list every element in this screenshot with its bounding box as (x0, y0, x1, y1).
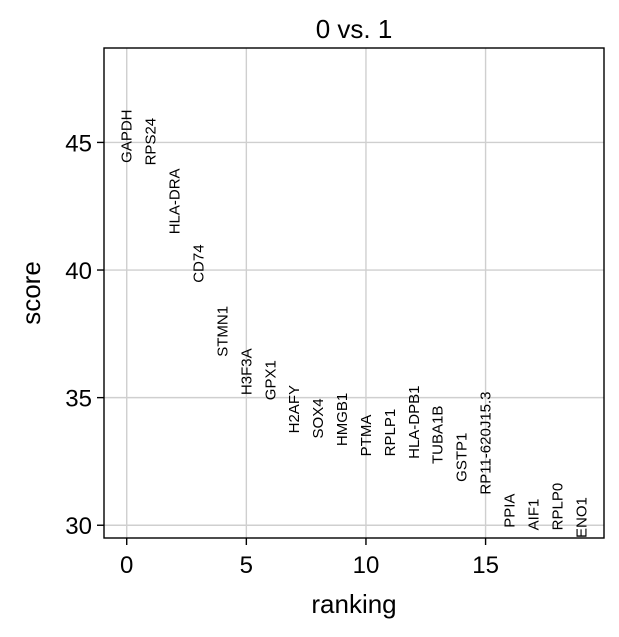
gene-label-ptma: PTMA (358, 415, 375, 457)
gene-label-gstp1: GSTP1 (454, 433, 471, 482)
x-tick-label: 10 (353, 552, 380, 579)
gene-label-hla-dpb1: HLA-DPB1 (406, 386, 423, 459)
gene-label-aif1: AIF1 (525, 499, 542, 531)
gene-label-ppia: PPIA (502, 494, 519, 528)
y-tick-label: 30 (65, 513, 92, 540)
gene-label-rplp0: RPLP0 (549, 483, 566, 531)
chart-title: 0 vs. 1 (316, 14, 393, 44)
gene-label-sox4: SOX4 (310, 398, 327, 438)
gene-label-cd74: CD74 (190, 244, 207, 282)
y-tick-label: 45 (65, 130, 92, 157)
gene-label-hla-dra: HLA-DRA (167, 168, 184, 234)
grid-layer (104, 48, 604, 538)
y-tick-label: 40 (65, 258, 92, 285)
gene-label-h3f3a: H3F3A (238, 348, 255, 395)
gene-label-layer: GAPDH RPS24 HLA-DRA CD74 STMN1 H3F3A GPX1 H2AFY… (119, 110, 591, 539)
gene-label-tuba1b: TUBA1B (430, 406, 447, 464)
x-tick-label: 0 (120, 552, 133, 579)
gene-label-stmn1: STMN1 (214, 306, 231, 357)
x-tick-label: 15 (472, 552, 499, 579)
gene-label-rps24: RPS24 (143, 118, 160, 166)
y-tick-label: 35 (65, 386, 92, 413)
x-axis-label: ranking (311, 589, 396, 619)
x-tick-label: 5 (240, 552, 253, 579)
gene-label-hmgb1: HMGB1 (334, 393, 351, 446)
gene-label-h2afy: H2AFY (286, 385, 303, 433)
y-axis-label: score (16, 261, 46, 325)
gene-label-rp11-620j15-3: RP11-620J15.3 (478, 391, 495, 494)
gene-label-eno1: ENO1 (573, 497, 590, 538)
gene-label-rplp1: RPLP1 (382, 409, 399, 457)
tick-layer: 0 5 10 15 30 35 40 45 (65, 130, 499, 579)
plot-frame (104, 48, 604, 538)
gene-label-gapdh: GAPDH (119, 110, 136, 163)
gene-label-gpx1: GPX1 (262, 360, 279, 400)
